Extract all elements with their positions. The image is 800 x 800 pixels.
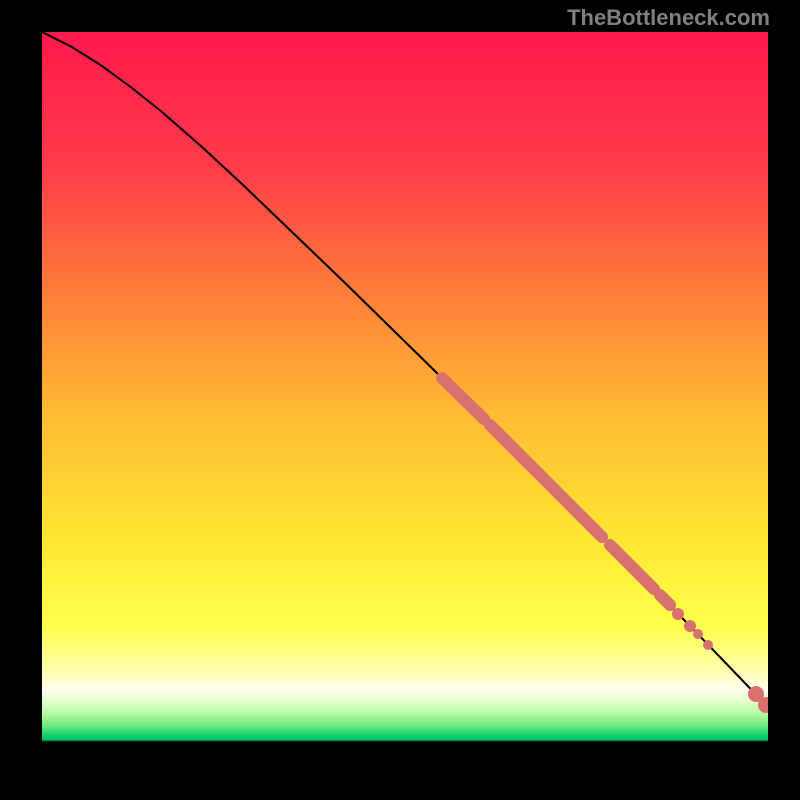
- marker-segment: [660, 595, 670, 605]
- marker-dot: [684, 620, 696, 632]
- marker-segment: [504, 439, 602, 537]
- marker-segment: [610, 545, 654, 589]
- marker-segment: [442, 378, 484, 419]
- marker-dot: [672, 608, 684, 620]
- curve-overlay: [42, 32, 768, 758]
- plot-area: [42, 32, 768, 758]
- attribution-label: TheBottleneck.com: [567, 5, 770, 31]
- marker-dot: [703, 640, 713, 650]
- marker-dot: [693, 629, 703, 639]
- bottleneck-curve: [42, 32, 766, 705]
- chart-container: TheBottleneck.com: [0, 0, 800, 800]
